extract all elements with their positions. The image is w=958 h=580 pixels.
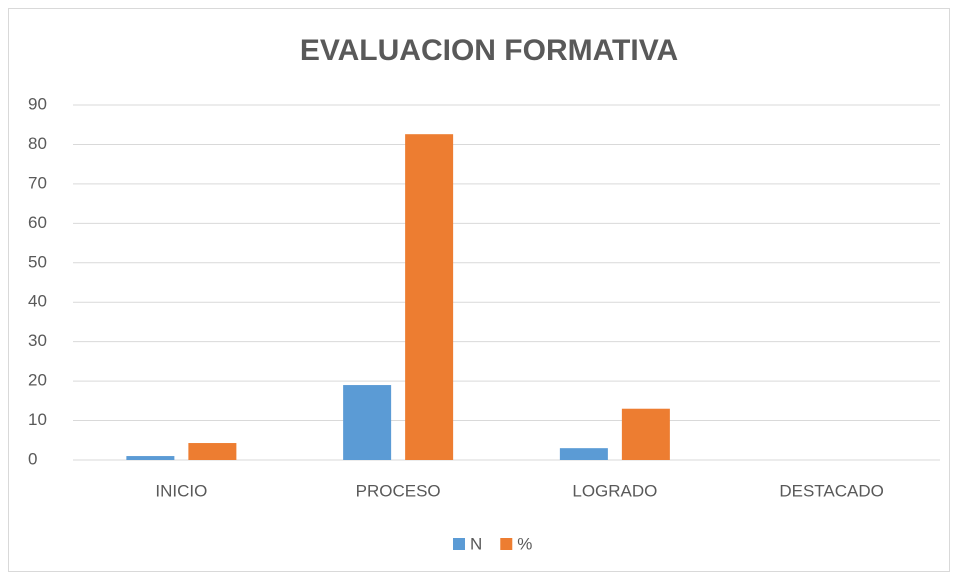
y-tick-label: 60 xyxy=(28,213,47,232)
chart-title: EVALUACION FORMATIVA xyxy=(300,34,678,67)
bar xyxy=(559,448,608,460)
y-tick-label: 70 xyxy=(28,173,47,192)
bar xyxy=(621,408,670,460)
legend-label: N xyxy=(470,534,482,553)
x-tick-label: PROCESO xyxy=(356,481,441,500)
chart-border xyxy=(8,8,950,572)
y-tick-label: 0 xyxy=(28,449,37,468)
y-tick-label: 30 xyxy=(28,331,47,350)
y-tick-label: 20 xyxy=(28,371,47,390)
legend-swatch xyxy=(500,538,513,550)
bar xyxy=(126,456,175,460)
legend-label: % xyxy=(517,534,532,553)
legend-swatch xyxy=(453,538,465,550)
bar xyxy=(343,385,392,460)
bar xyxy=(188,443,237,460)
y-tick-label: 80 xyxy=(28,134,47,153)
x-tick-label: INICIO xyxy=(155,481,207,500)
y-tick-label: 50 xyxy=(28,252,47,271)
y-tick-label: 90 xyxy=(28,94,47,113)
y-tick-label: 10 xyxy=(28,410,47,429)
bar xyxy=(405,134,454,460)
x-tick-label: LOGRADO xyxy=(572,481,657,500)
y-tick-label: 40 xyxy=(28,292,47,311)
x-tick-label: DESTACADO xyxy=(779,481,884,500)
